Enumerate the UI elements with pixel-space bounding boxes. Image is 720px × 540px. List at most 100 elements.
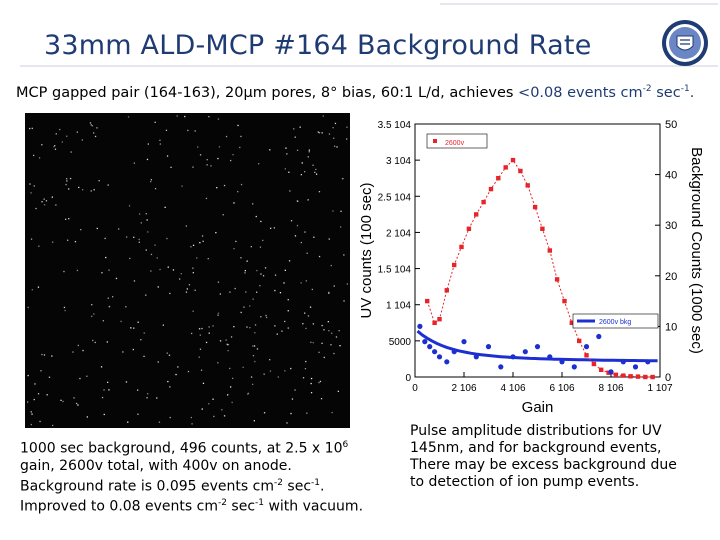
bkg-point: [427, 344, 433, 350]
y-tick-label: 2.5 104: [378, 192, 412, 203]
y-axis-title: UV counts (100 sec): [358, 183, 375, 319]
rate-a: <0.08 events cm: [518, 84, 643, 101]
y-tick-label: 5000: [389, 337, 412, 348]
caption-text: sec: [282, 478, 312, 495]
caption-sup: -1: [311, 477, 321, 488]
pulse-caption-line-2: 145nm, and for background events,: [410, 440, 662, 456]
bkg-point: [451, 349, 457, 355]
bkg-point: [547, 354, 553, 360]
pulse-caption-line-1: Pulse amplitude distributions for UV: [410, 423, 662, 439]
y-tick-label: 3.5 104: [378, 120, 412, 131]
bkg-point: [498, 364, 504, 370]
uv-point: [584, 353, 589, 358]
uv-point: [628, 374, 633, 379]
background-image: [25, 113, 350, 428]
rate-sup2: -1: [680, 84, 690, 94]
bkg-point: [522, 349, 528, 355]
institution-seal-icon: [660, 18, 710, 68]
caption-line-2: gain, 2600v total, with 400v on anode.: [20, 457, 292, 474]
subtitle: MCP gapped pair (164-163), 20µm pores, 8…: [16, 84, 694, 101]
uv-point: [562, 298, 567, 304]
pulse-caption-line-3: There may be excess background due: [410, 457, 677, 473]
caption-sup: 6: [342, 440, 349, 450]
bkg-point: [485, 344, 492, 350]
caption-text: Improved to 0.08 events cm: [20, 498, 218, 515]
bkg-point: [608, 369, 614, 375]
caption-text: 1000 sec background, 496 counts, at 2.5 …: [20, 440, 343, 457]
legend-uv-box: [426, 133, 488, 149]
uv-point: [444, 288, 449, 293]
pulse-caption: Pulse amplitude distributions for UV 145…: [410, 423, 700, 491]
uv-point: [532, 204, 538, 210]
bkg-point: [620, 359, 626, 365]
uv-point: [525, 183, 530, 188]
uv-point: [547, 248, 552, 253]
rate-sup1: -2: [642, 84, 652, 94]
legend-bkg-box: [572, 313, 659, 329]
bkg-point: [436, 354, 443, 360]
uv-point: [452, 262, 457, 268]
background-caption: 1000 sec background, 496 counts, at 2.5 …: [20, 437, 380, 516]
legend-uv-swatch: [433, 139, 437, 143]
uv-point: [466, 226, 472, 231]
subtitle-rate: <0.08 events cm-2 sec-1.: [518, 84, 694, 101]
caption-text: with vacuum.: [264, 498, 364, 515]
rate-b: sec: [651, 84, 681, 101]
bkg-point: [583, 344, 590, 350]
y2-axis-title: Background Counts (1000 sec): [688, 147, 705, 354]
uv-point: [635, 374, 641, 379]
uv-point: [621, 373, 626, 378]
y2-tick-label: 0: [665, 372, 671, 384]
uv-point: [432, 320, 437, 325]
y-tick-label: 1.5 104: [378, 265, 412, 276]
x-tick-label: 4 106: [500, 383, 525, 394]
bkg-point: [417, 323, 423, 329]
x-tick-label: 1 107: [647, 383, 672, 394]
y2-tick-label: 10: [665, 321, 677, 333]
uv-point: [481, 199, 486, 205]
bkg-point: [444, 359, 450, 365]
uv-point: [488, 186, 494, 192]
uv-point: [474, 212, 479, 217]
uv-point: [540, 226, 545, 231]
caption-line-4: Improved to 0.08 events cm-2 sec-1 with …: [20, 495, 380, 516]
bkg-point: [510, 354, 516, 360]
y2-tick-label: 40: [665, 170, 677, 182]
x-tick-label: 6 106: [549, 383, 574, 394]
caption-text: sec: [226, 498, 256, 515]
legend-bkg-label: 2600v bkg: [599, 319, 631, 326]
uv-point: [496, 176, 501, 181]
bkg-point: [534, 344, 541, 350]
uv-point: [510, 157, 516, 163]
uv-point: [425, 298, 430, 304]
uv-point: [459, 244, 464, 250]
uv-point: [577, 338, 582, 344]
uv-point: [569, 320, 574, 325]
y2-tick-label: 20: [665, 271, 677, 283]
uv-point: [554, 277, 560, 282]
bkg-point: [596, 333, 602, 340]
uv-point: [437, 317, 442, 322]
bkg-point: [571, 364, 577, 370]
uv-point: [643, 374, 648, 380]
subtitle-text: MCP gapped pair (164-163), 20µm pores, 8…: [16, 84, 519, 101]
uv-point: [503, 165, 508, 170]
plot-frame: [414, 123, 661, 378]
y-tick-label: 2 104: [386, 228, 411, 239]
y-tick-label: 1 104: [386, 301, 411, 312]
y2-tick-label: 50: [665, 119, 677, 131]
uv-point: [518, 168, 523, 174]
bkg-point: [461, 339, 467, 345]
x-axis-title: Gain: [522, 399, 554, 416]
uv-point: [591, 361, 597, 367]
y-tick-label: 0: [405, 373, 411, 384]
legend-uv-label: 2600v: [445, 140, 465, 147]
pulse-height-chart: 0 5000 1 104 1.5 104 2 104 2.5 104 3 104 3.5 10…: [355, 112, 720, 422]
caption-sup: -1: [255, 498, 265, 509]
bkg-point: [632, 364, 639, 370]
x-tick-label: 2 106: [451, 383, 476, 394]
bkg-point: [559, 359, 565, 365]
caption-line-1: 1000 sec background, 496 counts, at 2.5 …: [20, 437, 380, 458]
slide-title: 33mm ALD-MCP #164 Background Rate: [44, 30, 592, 61]
uv-series-line: [426, 159, 653, 378]
